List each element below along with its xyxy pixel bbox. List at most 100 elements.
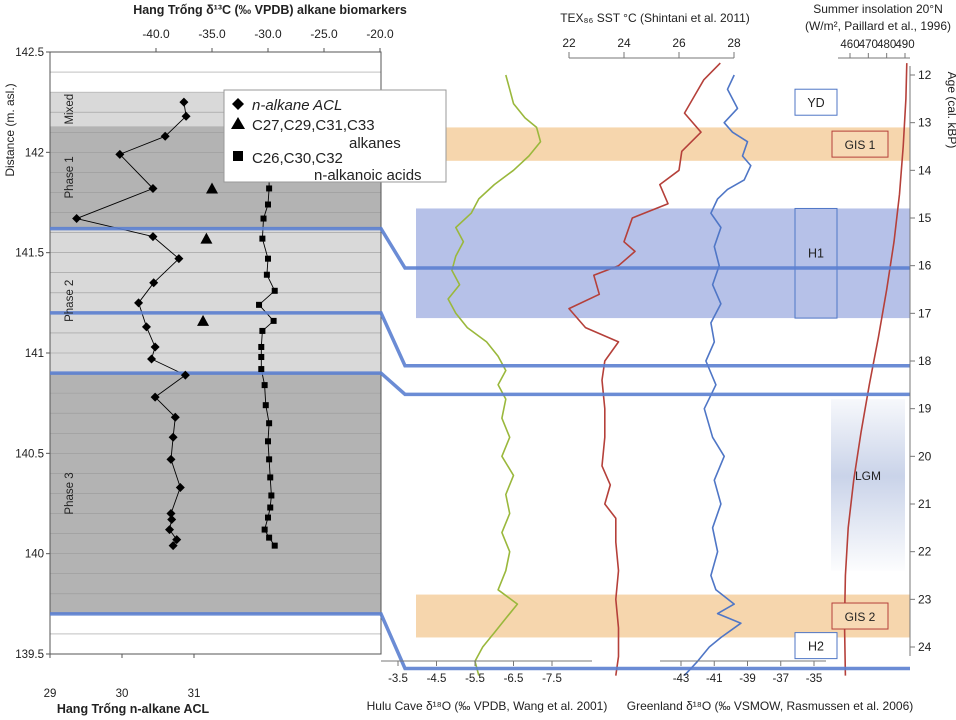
acid-point-28 bbox=[261, 526, 268, 533]
acl-point-2 bbox=[160, 131, 170, 141]
acid-point-19 bbox=[261, 382, 268, 389]
event-label-5: H2 bbox=[808, 640, 824, 654]
left-tick-label-1: 142 bbox=[25, 147, 44, 159]
acid-point-13 bbox=[256, 301, 263, 308]
event-box-2 bbox=[794, 207, 838, 319]
acl-tick-label-0: 29 bbox=[44, 688, 57, 700]
acl-point-17 bbox=[166, 454, 176, 464]
d13c-tick-label-3: -25.0 bbox=[310, 27, 338, 41]
acl-point-23 bbox=[168, 541, 178, 551]
d13c-tick-label-1: -35.0 bbox=[198, 27, 226, 41]
acl-point-13 bbox=[180, 370, 190, 380]
left-tick-label-5: 140 bbox=[25, 549, 44, 561]
correlation-line-3 bbox=[50, 612, 910, 671]
series-line-6 bbox=[843, 63, 908, 676]
alkane-point-1 bbox=[200, 232, 213, 244]
left-axis-title: Distance (m. asl.) bbox=[3, 83, 17, 176]
acid-point-7 bbox=[265, 201, 271, 208]
event-band-3 bbox=[831, 399, 905, 571]
correlation-line-0 bbox=[50, 226, 910, 270]
tex86-tick-label-0: 22 bbox=[562, 36, 576, 50]
left-tick-label-4: 140.5 bbox=[15, 448, 44, 460]
event-bands bbox=[416, 127, 910, 638]
tex86-tick-label-3: 28 bbox=[727, 36, 741, 50]
axes-layer: 142.5 142 141.5 141 140.5 140 139.5 -40.0 -35.0 -… bbox=[15, 27, 931, 700]
phase-label-2: Phase 2 bbox=[64, 280, 76, 322]
acid-point-12 bbox=[271, 287, 278, 294]
event-label-box-1 bbox=[831, 130, 889, 158]
event-band-4 bbox=[416, 594, 910, 638]
greenland-tick-label-2: -39 bbox=[739, 673, 756, 685]
insolation-tick-label-1: 470 bbox=[859, 39, 878, 51]
insolation-axis-title-2: (W/m², Paillard et al., 1996) bbox=[805, 19, 951, 33]
acid-point-18 bbox=[258, 366, 265, 373]
acl-point-12 bbox=[147, 354, 157, 364]
insolation-tick-label-0: 460 bbox=[840, 39, 859, 51]
acl-point-9 bbox=[134, 298, 144, 308]
hulu-tick-label-4: -7.5 bbox=[542, 673, 562, 685]
greenland-tick-label-4: -35 bbox=[806, 673, 823, 685]
left-tick-label-2: 141.5 bbox=[15, 248, 44, 260]
age-tick-label-9: 21 bbox=[918, 497, 932, 511]
hulu-tick-label-2: -5.5 bbox=[465, 673, 485, 685]
legend-acids-label-1: C26,C30,C32 bbox=[252, 150, 343, 167]
series-line-4 bbox=[568, 62, 721, 676]
acid-point-20 bbox=[262, 402, 269, 409]
acid-point-24 bbox=[267, 474, 274, 481]
acid-point-8 bbox=[260, 215, 267, 222]
age-tick-label-12: 24 bbox=[918, 640, 932, 654]
event-label-box-0 bbox=[794, 88, 838, 116]
acl-point-14 bbox=[150, 392, 160, 402]
acid-point-29 bbox=[266, 534, 273, 541]
d13c-tick-label-4: -20.0 bbox=[366, 27, 394, 41]
legend-diamond-marker bbox=[232, 98, 244, 110]
correlation-line-1 bbox=[50, 311, 910, 368]
phase-label-0: Mixed bbox=[64, 94, 76, 125]
age-tick-label-10: 22 bbox=[918, 545, 932, 559]
greenland-tick-label-1: -41 bbox=[706, 673, 723, 685]
acl-point-11 bbox=[150, 342, 160, 352]
acl-point-0 bbox=[179, 97, 189, 107]
event-label-3: LGM bbox=[855, 469, 881, 483]
event-label-2: H1 bbox=[808, 246, 824, 260]
acl-axis-title: Hang Trống n-alkane ACL bbox=[57, 702, 210, 716]
greenland-tick-label-0: -43 bbox=[673, 673, 690, 685]
age-tick-label-0: 12 bbox=[918, 68, 932, 82]
right-axis-title: Age (cal. kBP) bbox=[945, 72, 956, 149]
age-tick-label-7: 19 bbox=[918, 402, 932, 416]
legend-alkanes-label-2: alkanes bbox=[349, 135, 401, 152]
acl-point-20 bbox=[167, 515, 177, 525]
series-line-3 bbox=[447, 74, 542, 676]
phase-label-3: Phase 3 bbox=[64, 472, 76, 514]
acid-point-17 bbox=[258, 354, 265, 361]
acid-point-16 bbox=[258, 343, 265, 350]
phase-labels: Mixed Phase 1 Phase 2 Phase 3 bbox=[64, 94, 76, 515]
acid-point-25 bbox=[268, 492, 275, 499]
legend-acl-label: n-alkane ACL bbox=[252, 97, 342, 114]
event-label-box-5 bbox=[794, 632, 838, 660]
left-tick-label-3: 141 bbox=[25, 348, 44, 360]
legend-triangle-marker bbox=[231, 117, 245, 129]
age-tick-label-6: 18 bbox=[918, 354, 932, 368]
acl-tick-label-1: 30 bbox=[116, 688, 129, 700]
alkane-point-0 bbox=[206, 182, 218, 194]
acl-point-3 bbox=[115, 149, 125, 159]
acl-point-1 bbox=[181, 111, 191, 121]
series-line-5 bbox=[683, 74, 752, 677]
left-tick-label-6: 139.5 bbox=[15, 649, 44, 661]
acl-point-6 bbox=[148, 232, 158, 242]
event-band-1 bbox=[416, 127, 910, 161]
acl-point-4 bbox=[148, 183, 158, 193]
acl-point-7 bbox=[174, 254, 184, 264]
legend: n-alkane ACL C27,C29,C31,C33 alkanes C26… bbox=[223, 89, 447, 184]
d13c-tick-label-2: -30.0 bbox=[254, 27, 282, 41]
correlation-layer bbox=[50, 226, 910, 671]
acl-point-18 bbox=[175, 482, 185, 492]
acl-point-15 bbox=[170, 412, 180, 422]
acl-point-22 bbox=[172, 535, 182, 545]
d13c-axis-title: Hang Trống δ¹³C (‰ VPDB) alkane biomarke… bbox=[133, 3, 407, 17]
acl-point-5 bbox=[72, 214, 82, 224]
acid-point-10 bbox=[265, 255, 271, 262]
tex86-axis-title: TEX₈₆ SST °C (Shintani et al. 2011) bbox=[560, 11, 750, 25]
acid-point-6 bbox=[266, 185, 273, 192]
